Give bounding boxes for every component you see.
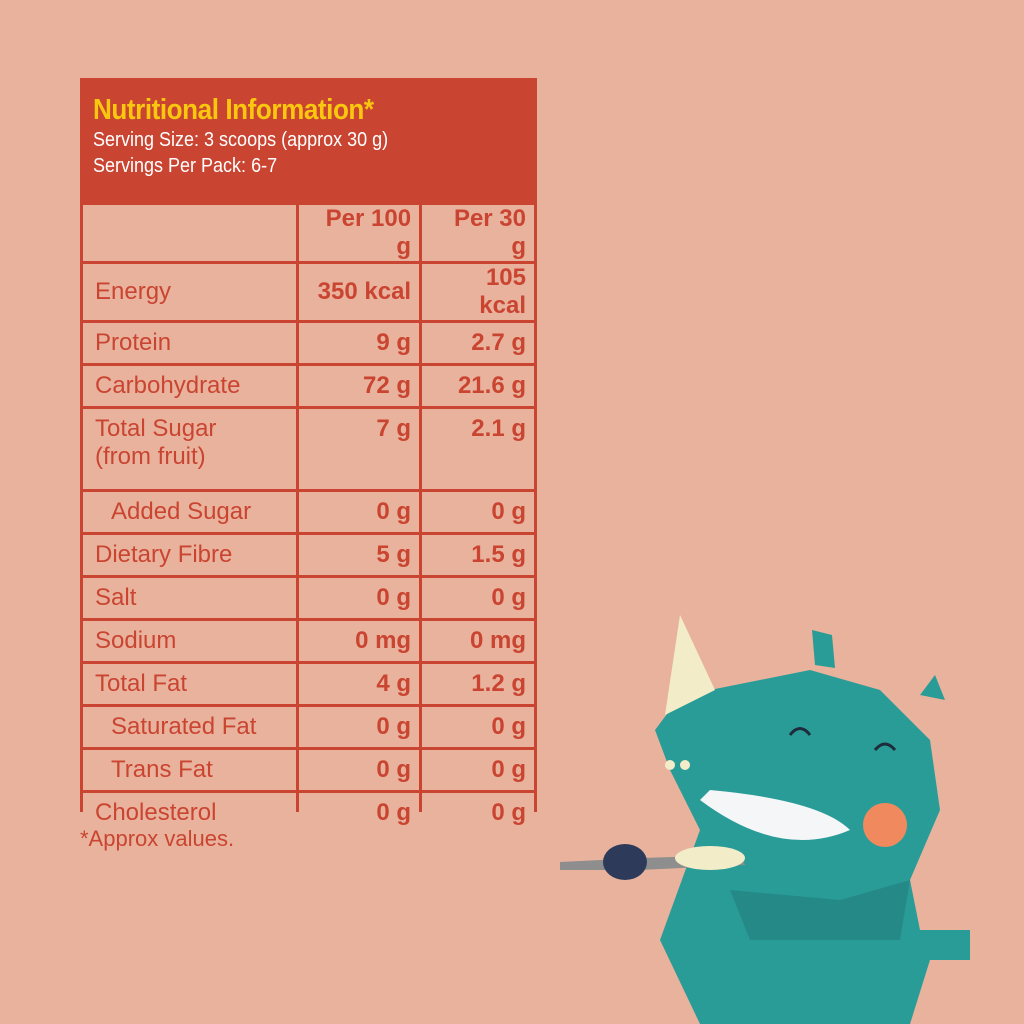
- panel-title: Nutritional Information*: [93, 94, 374, 126]
- per-100g-value: 4 g: [298, 664, 420, 704]
- table-row: Protein 9 g 2.7 g: [83, 323, 534, 363]
- nutrient-name: Carbohydrate: [95, 372, 241, 399]
- table-row: Total Sugar (from fruit) 7 g 2.1 g: [83, 409, 534, 489]
- nutrient-name: Protein: [95, 329, 172, 356]
- nutrient-label: Trans Fat: [83, 750, 296, 790]
- nutrition-panel: Nutritional Information* Serving Size: 3…: [80, 78, 537, 833]
- column-header: Per 30 g: [422, 205, 534, 261]
- nutrient-name: Saturated Fat: [111, 713, 257, 740]
- table-row: Energy 350 kcal 105 kcal: [83, 264, 534, 320]
- per-30g-value: 21.6 g: [422, 366, 534, 406]
- rhino-illustration: [560, 615, 970, 1024]
- table-row: Total Fat 4 g 1.2 g: [83, 664, 534, 704]
- per-30g-value: 0 g: [422, 578, 534, 618]
- nutrient-label: Protein: [83, 323, 296, 363]
- nutrient-label: Total Sugar (from fruit): [83, 409, 296, 489]
- nutrition-header: Nutritional Information* Serving Size: 3…: [93, 94, 421, 179]
- nutrient-label: Energy: [83, 264, 296, 320]
- per-30g-value: 1.2 g: [422, 664, 534, 704]
- per-30g-value: 2.7 g: [422, 323, 534, 363]
- nutrient-name: Sodium: [95, 627, 177, 654]
- nutrient-label: Dietary Fibre: [83, 535, 296, 575]
- nutrient-name: Total Sugar: [95, 415, 217, 442]
- per-30g-value: 0 g: [422, 793, 534, 833]
- per-30g-value: 0 g: [422, 492, 534, 532]
- nutrient-name: Energy: [95, 278, 172, 305]
- per-100g-value: 0 g: [298, 793, 420, 833]
- per-100g-value: 0 g: [298, 750, 420, 790]
- serving-size: Serving Size: 3 scoops (approx 30 g): [93, 129, 389, 151]
- per-30g-value: 0 mg: [422, 621, 534, 661]
- nutrient-name: Added Sugar: [111, 498, 252, 525]
- nutrient-name: Trans Fat: [111, 756, 213, 783]
- table-row: Carbohydrate 72 g 21.6 g: [83, 366, 534, 406]
- per-100g-value: 0 mg: [298, 621, 420, 661]
- per-30g-value: 0 g: [422, 707, 534, 747]
- nutrient-label: Sodium: [83, 621, 296, 661]
- footnote: *Approx values.: [80, 826, 235, 851]
- nutrient-label: Saturated Fat: [83, 707, 296, 747]
- column-header: Per 100 g: [298, 205, 420, 261]
- per-100g-value: 0 g: [298, 707, 420, 747]
- nutrient-label: Total Fat: [83, 664, 296, 704]
- nutrient-name: Total Fat: [95, 670, 188, 697]
- per-100g-value: 0 g: [298, 578, 420, 618]
- per-30g-value: 0 g: [422, 750, 534, 790]
- servings-per-pack: Servings Per Pack: 6-7: [93, 155, 278, 177]
- per-30g-value: 1.5 g: [422, 535, 534, 575]
- per-100g-value: 72 g: [298, 366, 420, 406]
- per-30g-value: 105 kcal: [422, 264, 534, 320]
- nutrient-name: Dietary Fibre: [95, 541, 233, 568]
- column-header: [83, 205, 296, 261]
- nutrient-name: Salt: [95, 584, 137, 611]
- per-100g-value: 5 g: [298, 535, 420, 575]
- table-header-row: Per 100 g Per 30 g: [83, 205, 534, 261]
- nutrient-note: (from fruit): [95, 443, 206, 470]
- nutrition-table: Per 100 g Per 30 g Energy 350 kcal 105 kca…: [80, 202, 537, 836]
- nutrient-label: Salt: [83, 578, 296, 618]
- nutrient-label: Carbohydrate: [83, 366, 296, 406]
- nutrient-name: Cholesterol: [95, 799, 217, 826]
- nutrient-label: Added Sugar: [83, 492, 296, 532]
- table-row: Dietary Fibre 5 g 1.5 g: [83, 535, 534, 575]
- table-row: Sodium 0 mg 0 mg: [83, 621, 534, 661]
- nutrient-label: Cholesterol: [83, 793, 296, 833]
- per-100g-value: 350 kcal: [298, 264, 420, 320]
- per-100g-value: 9 g: [298, 323, 420, 363]
- per-30g-value: 2.1 g: [422, 409, 534, 489]
- per-100g-value: 0 g: [298, 492, 420, 532]
- per-100g-value: 7 g: [298, 409, 420, 489]
